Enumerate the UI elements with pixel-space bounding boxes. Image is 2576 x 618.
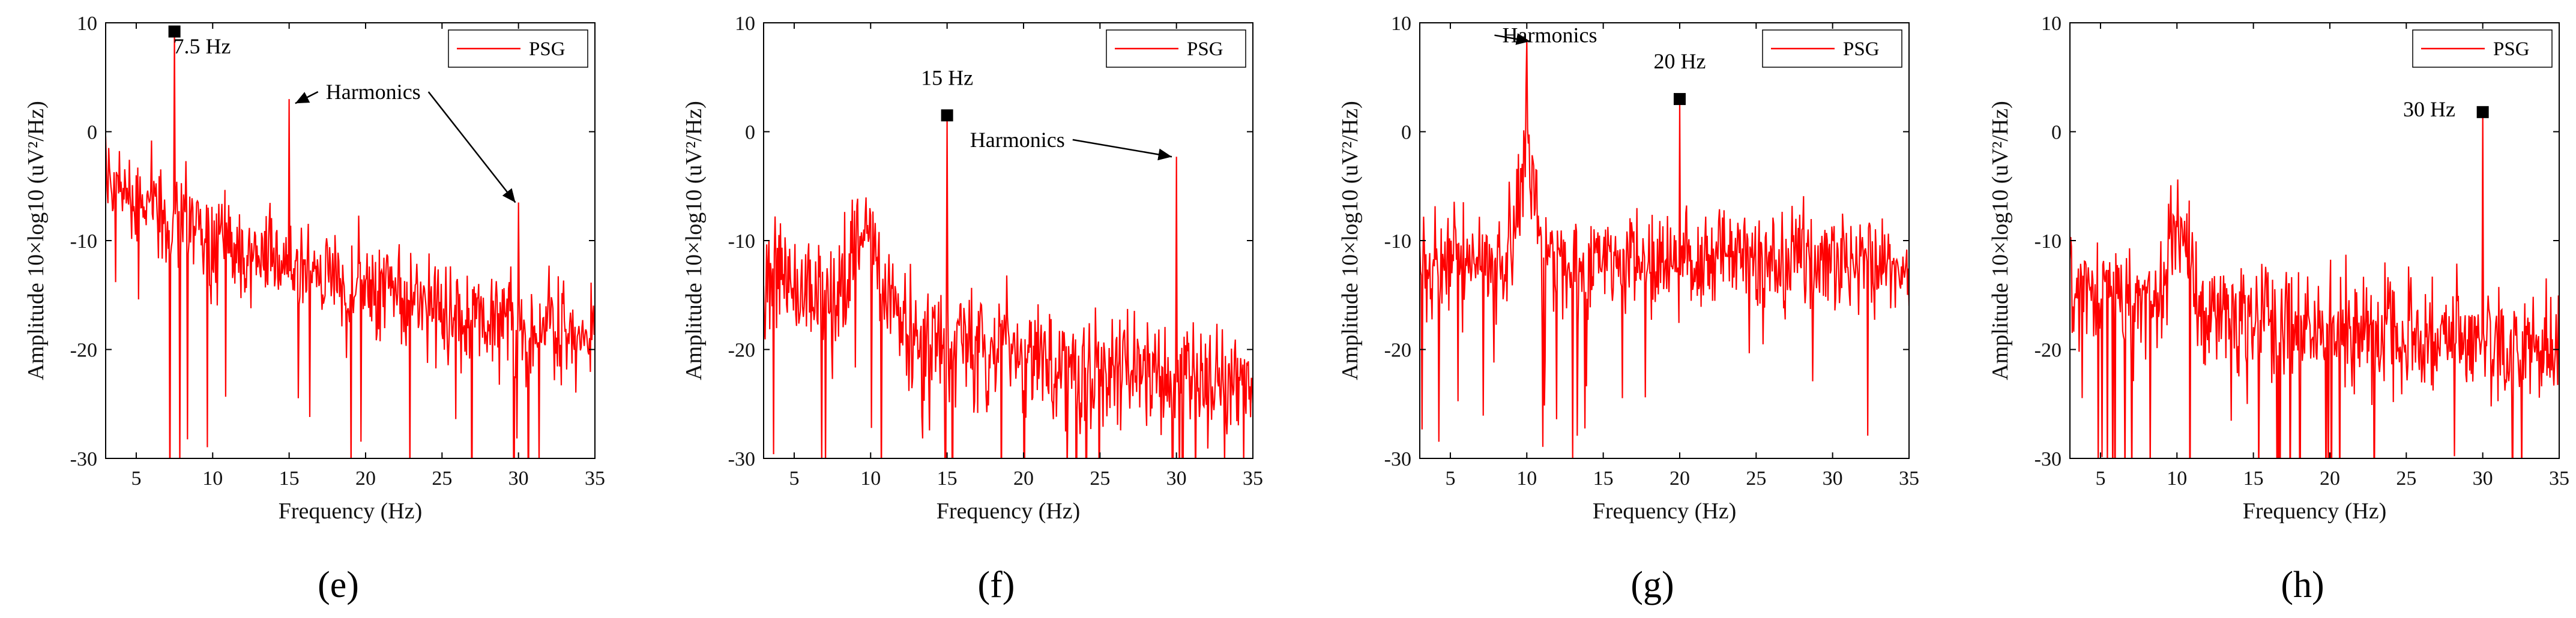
- x-tick-label: 20: [355, 467, 376, 490]
- y-tick-label: -30: [70, 448, 97, 470]
- panel-label: (e): [318, 565, 359, 605]
- peak-marker: [2476, 106, 2489, 118]
- y-tick-label: 0: [2051, 122, 2062, 144]
- x-axis-label: Frequency (Hz): [2243, 499, 2387, 524]
- legend-label: PSG: [1187, 38, 1223, 60]
- x-tick-label: 20: [1670, 467, 1690, 490]
- psg-trace: [106, 31, 595, 458]
- x-tick-label: 10: [2167, 467, 2187, 490]
- y-tick-label: 10: [2041, 13, 2062, 35]
- y-tick-label: -30: [1384, 448, 1411, 470]
- y-tick-label: -10: [728, 230, 755, 253]
- x-tick-label: 10: [1516, 467, 1537, 490]
- y-axis-label: Amplitude 10×log10 (uV²/Hz): [1988, 101, 2013, 380]
- panel-0: 5 10 15 20 25 30 35 -30 -20 -10 0 10 Frequency (Hz) A…: [23, 13, 605, 605]
- x-axis-label: Frequency (Hz): [279, 499, 423, 524]
- peak-marker: [941, 109, 953, 122]
- annotation-label: 7.5 Hz: [173, 34, 231, 58]
- y-tick-label: 10: [77, 13, 97, 35]
- y-tick-label: 10: [1391, 13, 1411, 35]
- y-axis-label: Amplitude 10×log10 (uV²/Hz): [681, 101, 707, 380]
- panel-label: (g): [1630, 565, 1674, 605]
- y-tick-label: -20: [728, 340, 755, 362]
- x-tick-label: 30: [508, 467, 529, 490]
- y-tick-label: -30: [2035, 448, 2062, 470]
- y-tick-label: -10: [70, 230, 97, 253]
- legend-label: PSG: [1843, 38, 1880, 60]
- annotation-label: 20 Hz: [1653, 49, 1706, 73]
- annotation-arrow: [295, 91, 319, 104]
- x-tick-label: 30: [1823, 467, 1843, 490]
- x-tick-label: 5: [131, 467, 141, 490]
- peak-marker: [1673, 93, 1686, 106]
- panel-3: 5 10 15 20 25 30 35 -30 -20 -10 0 10 Frequency (Hz) A…: [1988, 13, 2569, 605]
- annotation-arrow: [427, 91, 516, 203]
- x-tick-label: 25: [432, 467, 452, 490]
- x-tick-label: 35: [585, 467, 605, 490]
- panel-label: (f): [978, 565, 1015, 605]
- x-tick-label: 15: [279, 467, 300, 490]
- panel-label: (h): [2281, 565, 2324, 605]
- x-tick-label: 10: [860, 467, 881, 490]
- y-tick-label: 10: [735, 13, 755, 35]
- y-tick-label: -10: [1384, 230, 1411, 253]
- annotation-label: 15 Hz: [921, 65, 973, 89]
- x-tick-label: 15: [1593, 467, 1614, 490]
- x-tick-label: 15: [2243, 467, 2264, 490]
- legend-label: PSG: [529, 38, 566, 60]
- x-tick-label: 10: [202, 467, 223, 490]
- y-axis-label: Amplitude 10×log10 (uV²/Hz): [23, 101, 49, 380]
- x-tick-label: 30: [2473, 467, 2493, 490]
- y-tick-label: 0: [87, 122, 97, 144]
- x-tick-label: 25: [2396, 467, 2416, 490]
- y-tick-label: -20: [1384, 340, 1411, 362]
- annotation-label: Harmonics: [326, 80, 421, 104]
- y-tick-label: -20: [2035, 340, 2062, 362]
- y-tick-label: -10: [2035, 230, 2062, 253]
- annotation-arrow: [1072, 139, 1172, 161]
- x-tick-label: 25: [1090, 467, 1110, 490]
- annotation-label: 30 Hz: [2403, 97, 2455, 121]
- x-tick-label: 5: [789, 467, 799, 490]
- axes-box: [2069, 22, 2560, 459]
- x-tick-label: 15: [937, 467, 958, 490]
- legend-label: PSG: [2493, 38, 2530, 60]
- x-tick-label: 35: [1243, 467, 1263, 490]
- x-tick-label: 5: [2095, 467, 2105, 490]
- x-tick-label: 20: [1013, 467, 1034, 490]
- x-tick-label: 20: [2320, 467, 2340, 490]
- annotation-arrow: [1494, 33, 1530, 45]
- y-tick-label: -30: [728, 448, 755, 470]
- panel-2: 5 10 15 20 25 30 35 -30 -20 -10 0 10 Frequency (Hz) A…: [1338, 13, 1919, 605]
- y-tick-label: 0: [745, 122, 755, 144]
- x-tick-label: 30: [1166, 467, 1187, 490]
- x-tick-label: 35: [2549, 467, 2569, 490]
- x-tick-label: 25: [1746, 467, 1766, 490]
- psg-trace: [1420, 39, 1909, 458]
- x-axis-label: Frequency (Hz): [1593, 499, 1737, 524]
- x-axis-label: Frequency (Hz): [937, 499, 1081, 524]
- y-axis-label: Amplitude 10×log10 (uV²/Hz): [1338, 101, 1363, 380]
- x-tick-label: 35: [1899, 467, 1919, 490]
- annotation-label: Harmonics: [1503, 23, 1597, 47]
- annotation-label: Harmonics: [970, 128, 1065, 152]
- peak-marker: [168, 25, 181, 38]
- panel-1: 5 10 15 20 25 30 35 -30 -20 -10 0 10 Frequency (Hz) A…: [681, 13, 1263, 605]
- y-tick-label: -20: [70, 340, 97, 362]
- psg-trace: [2070, 112, 2559, 458]
- psg-trace: [764, 115, 1253, 458]
- axes-box: [1419, 22, 1910, 459]
- x-tick-label: 5: [1445, 467, 1455, 490]
- y-tick-label: 0: [1401, 122, 1411, 144]
